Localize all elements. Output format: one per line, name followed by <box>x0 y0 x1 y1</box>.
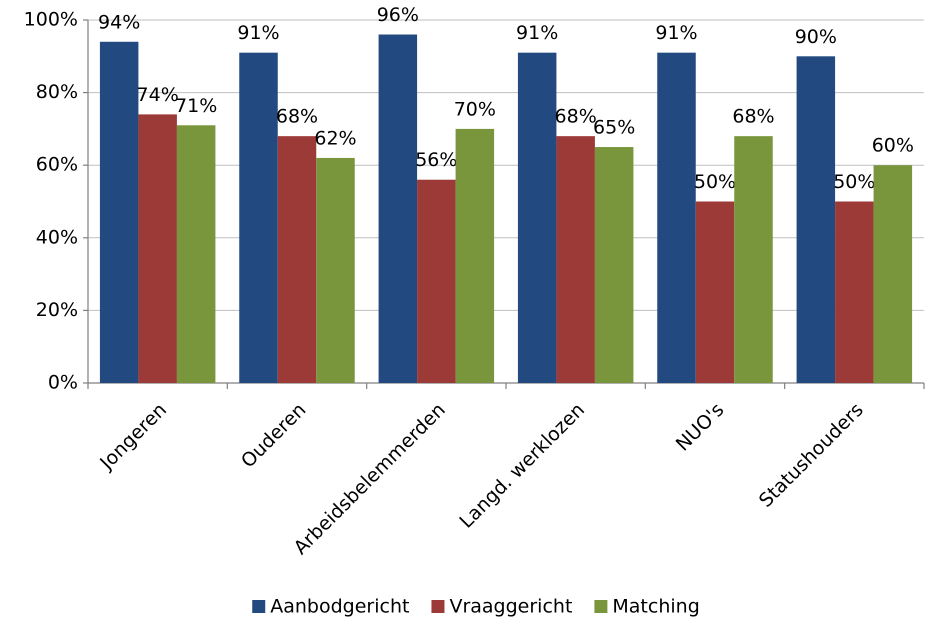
x-tick-label: Statushouders <box>755 399 868 512</box>
data-label: 68% <box>276 106 318 128</box>
y-tick-label: 20% <box>36 299 78 321</box>
bar <box>873 165 913 383</box>
legend-swatch <box>252 600 266 613</box>
x-tick-label: Jongeren <box>95 399 171 475</box>
y-tick-label: 60% <box>36 154 78 176</box>
bar <box>316 157 355 383</box>
data-label: 96% <box>377 4 419 26</box>
bar <box>734 136 773 383</box>
data-label: 68% <box>555 106 597 128</box>
data-label: 71% <box>175 95 217 117</box>
data-label: 60% <box>872 135 914 157</box>
bar <box>239 52 278 384</box>
bar <box>138 114 177 383</box>
data-label: 56% <box>415 149 457 171</box>
bar <box>594 147 634 383</box>
bar <box>378 34 418 384</box>
bar <box>835 201 874 383</box>
bar <box>455 128 495 383</box>
data-label: 50% <box>694 171 736 193</box>
legend-label: Aanbodgericht <box>270 596 409 618</box>
bar <box>695 201 735 383</box>
bar <box>517 52 557 384</box>
bar <box>657 52 696 384</box>
bar <box>277 136 317 383</box>
bar <box>417 179 456 383</box>
data-label: 62% <box>314 127 356 149</box>
y-tick-label: 40% <box>36 226 78 248</box>
data-label: 68% <box>732 106 774 128</box>
data-label: 91% <box>516 22 558 44</box>
data-label: 65% <box>593 117 635 139</box>
x-tick-label: NUO's <box>672 399 729 456</box>
y-tick-label: 100% <box>24 9 78 31</box>
data-label: 90% <box>795 26 837 48</box>
x-tick-label: Arbeidsbelemmerden <box>290 399 450 559</box>
legend-label: Matching <box>612 596 699 618</box>
data-label: 94% <box>98 11 140 33</box>
bar <box>99 41 139 383</box>
legend: Aanbodgericht Vraaggericht Matching <box>252 596 700 618</box>
bar <box>176 125 216 384</box>
bar <box>556 136 595 383</box>
legend-swatch <box>431 600 445 613</box>
data-label: 50% <box>833 171 875 193</box>
y-tick-label: 0% <box>48 372 78 394</box>
bar <box>796 56 836 384</box>
x-tick-label: Ouderen <box>237 399 310 472</box>
legend-label: Vraaggericht <box>449 596 572 618</box>
y-tick-label: 80% <box>36 81 78 103</box>
legend-swatch <box>594 600 608 613</box>
data-label: 70% <box>454 98 496 120</box>
data-label: 91% <box>237 22 279 44</box>
data-label: 91% <box>655 22 697 44</box>
x-tick-label: Langd. werklozen <box>455 399 589 533</box>
data-label: 74% <box>137 84 179 106</box>
